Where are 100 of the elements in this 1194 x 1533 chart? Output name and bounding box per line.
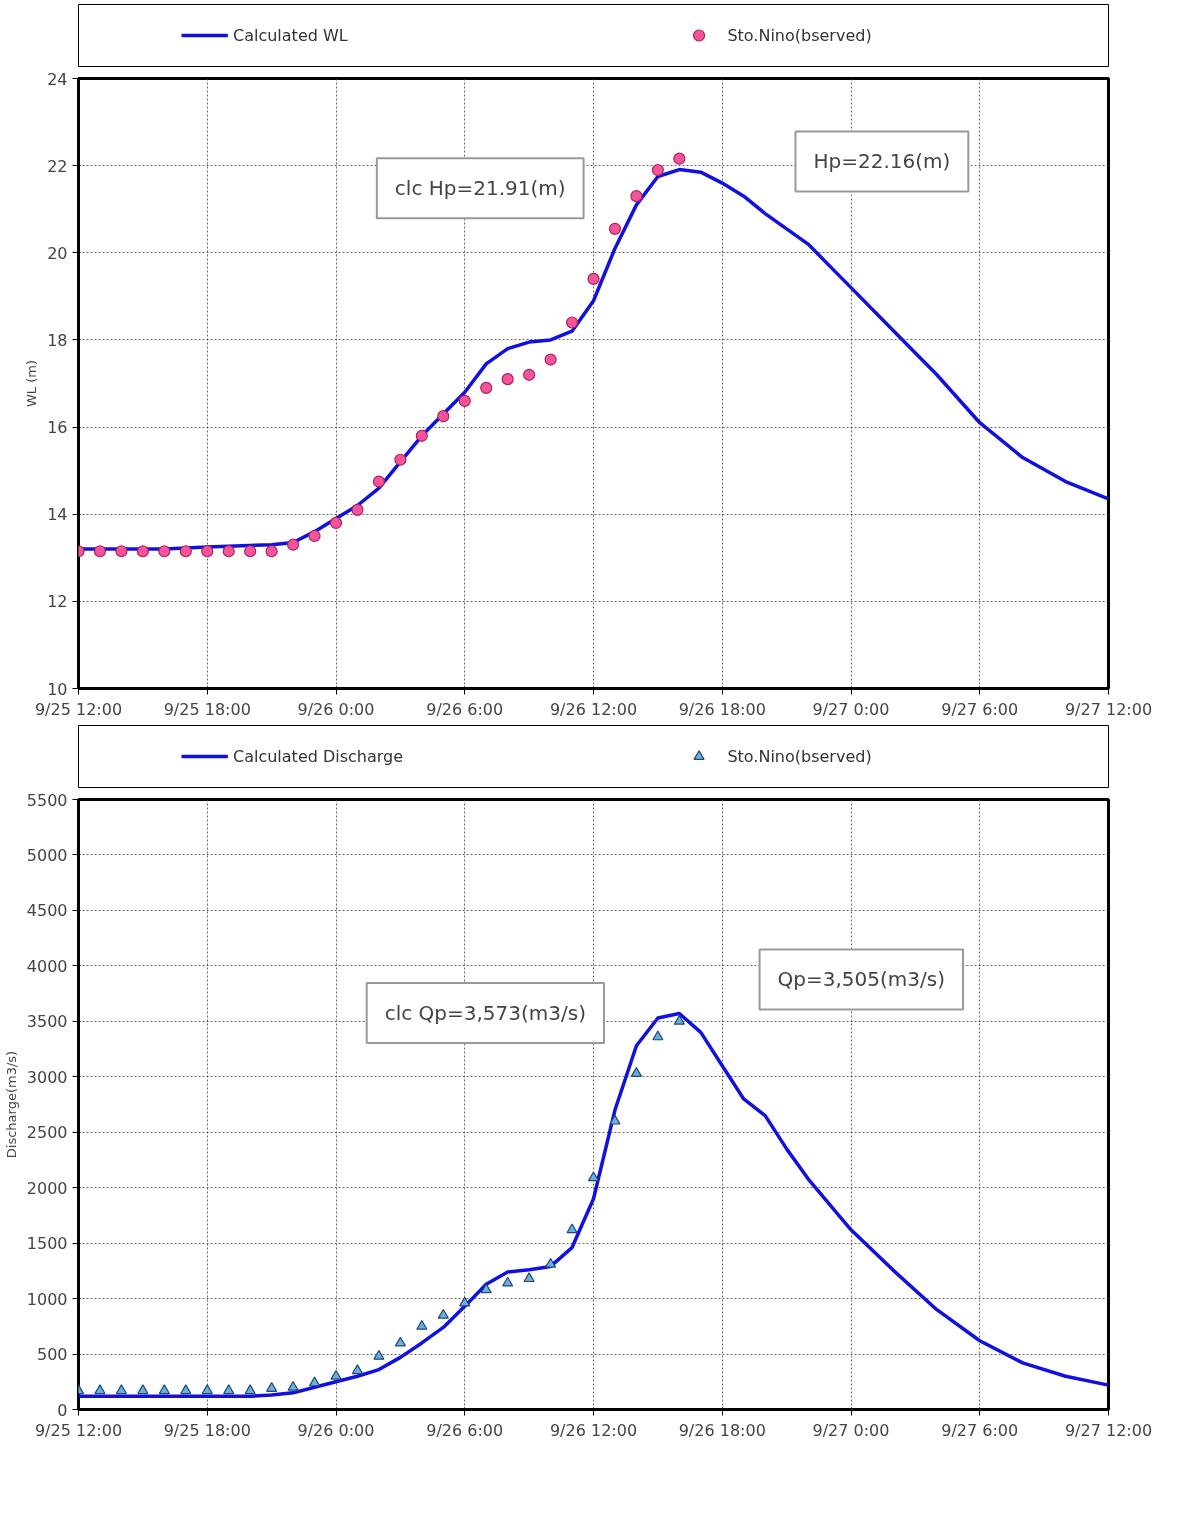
legend-label: Calculated WL: [233, 26, 348, 45]
y-tick-label: 16: [47, 418, 68, 438]
x-tick-label: 9/25 18:00: [163, 699, 251, 719]
point: [587, 272, 600, 286]
point: [415, 429, 428, 442]
y-tick-label: 2000: [26, 1178, 68, 1198]
y-axis-title: WL (m): [24, 359, 40, 408]
point: [480, 1283, 492, 1294]
y-tick-label: 4500: [26, 901, 68, 921]
point: [94, 1384, 106, 1395]
point: [351, 1364, 364, 1375]
point: [587, 1171, 600, 1182]
point: [137, 1384, 149, 1395]
point: [458, 394, 471, 408]
point: [630, 190, 643, 203]
x-tick-label: 9/27 0:00: [812, 1420, 890, 1440]
y-tick-label: 3000: [26, 1067, 68, 1087]
point: [544, 1257, 557, 1268]
y-tick-label: 1000: [26, 1289, 68, 1309]
point: [179, 545, 192, 558]
point: [286, 538, 300, 551]
annotation: Qp=3,505(m3/s): [777, 967, 946, 992]
point: [437, 1308, 449, 1319]
annotation: Hp=22.16(m): [813, 149, 951, 174]
y-tick-label: 24: [47, 69, 68, 89]
point: [459, 1296, 471, 1307]
x-tick-label: 9/26 6:00: [426, 699, 504, 719]
point: [673, 152, 686, 165]
point: [115, 545, 128, 558]
point: [565, 316, 579, 329]
x-tick-label: 9/25 12:00: [34, 699, 123, 719]
point: [115, 1384, 128, 1395]
y-tick-label: 10: [47, 679, 68, 699]
point: [329, 516, 343, 530]
point: [201, 1384, 213, 1395]
point: [201, 545, 214, 558]
point: [223, 1384, 235, 1395]
legend-label: Sto.Nino(bserved): [727, 747, 872, 766]
point: [158, 1384, 170, 1395]
point: [180, 1384, 192, 1395]
point: [394, 1336, 406, 1347]
x-tick-label: 9/26 12:00: [549, 699, 638, 719]
point: [651, 163, 664, 177]
annotation: clc Qp=3,573(m3/s): [384, 1001, 587, 1025]
point: [502, 1276, 514, 1287]
point: [93, 545, 107, 558]
point: [244, 1384, 256, 1395]
y-tick-label: 5500: [26, 790, 68, 810]
legend-label: Sto.Nino(bserved): [727, 26, 872, 45]
y-axis-title: Discharge(m3/s): [3, 1050, 19, 1159]
point: [244, 545, 257, 558]
y-tick-label: 4000: [26, 956, 68, 976]
point: [222, 545, 235, 558]
point: [136, 545, 149, 558]
point: [266, 1382, 278, 1392]
y-tick-label: 2500: [26, 1123, 68, 1143]
point: [330, 1369, 342, 1380]
x-tick-label: 9/25 18:00: [163, 1420, 251, 1440]
point: [351, 503, 364, 516]
x-tick-label: 9/27 6:00: [941, 1420, 1019, 1440]
point: [373, 1349, 385, 1360]
y-tick-label: 1500: [26, 1234, 68, 1254]
x-tick-label: 9/26 6:00: [426, 1420, 504, 1440]
y-tick-label: 18: [47, 330, 68, 350]
y-tick-label: 3500: [26, 1012, 68, 1032]
point: [437, 410, 450, 423]
x-tick-label: 9/27 6:00: [941, 699, 1019, 719]
point: [308, 1376, 321, 1387]
point: [287, 1380, 299, 1391]
point: [609, 1114, 621, 1125]
x-tick-label: 9/26 18:00: [678, 699, 766, 719]
point: [652, 1030, 664, 1041]
x-tick-label: 9/27 0:00: [812, 699, 890, 719]
y-tick-label: 0: [57, 1400, 68, 1420]
y-tick-label: 20: [47, 243, 68, 263]
point: [630, 1067, 643, 1077]
y-tick-label: 12: [47, 592, 68, 612]
point: [416, 1319, 428, 1330]
point: [265, 545, 278, 558]
x-tick-label: 9/26 0:00: [297, 699, 375, 719]
point: [566, 1223, 578, 1234]
point: [158, 545, 171, 558]
x-tick-label: 9/26 0:00: [297, 1420, 375, 1440]
y-tick-label: 22: [47, 156, 68, 176]
annotation: clc Hp=21.91(m): [394, 176, 566, 201]
legend-label: Calculated Discharge: [233, 747, 404, 766]
y-tick-label: 14: [47, 505, 68, 525]
x-tick-label: 9/26 18:00: [678, 1420, 766, 1440]
point: [673, 1014, 685, 1025]
point: [394, 453, 407, 466]
point: [544, 353, 557, 366]
y-tick-label: 5000: [26, 845, 68, 865]
point: [523, 368, 536, 381]
point: [523, 1272, 535, 1283]
point: [608, 222, 622, 235]
x-tick-label: 9/27 12:00: [1064, 1420, 1153, 1440]
x-tick-label: 9/27 12:00: [1064, 699, 1153, 719]
point: [501, 373, 514, 386]
y-tick-label: 500: [36, 1345, 68, 1365]
x-tick-label: 9/25 12:00: [34, 1420, 123, 1440]
